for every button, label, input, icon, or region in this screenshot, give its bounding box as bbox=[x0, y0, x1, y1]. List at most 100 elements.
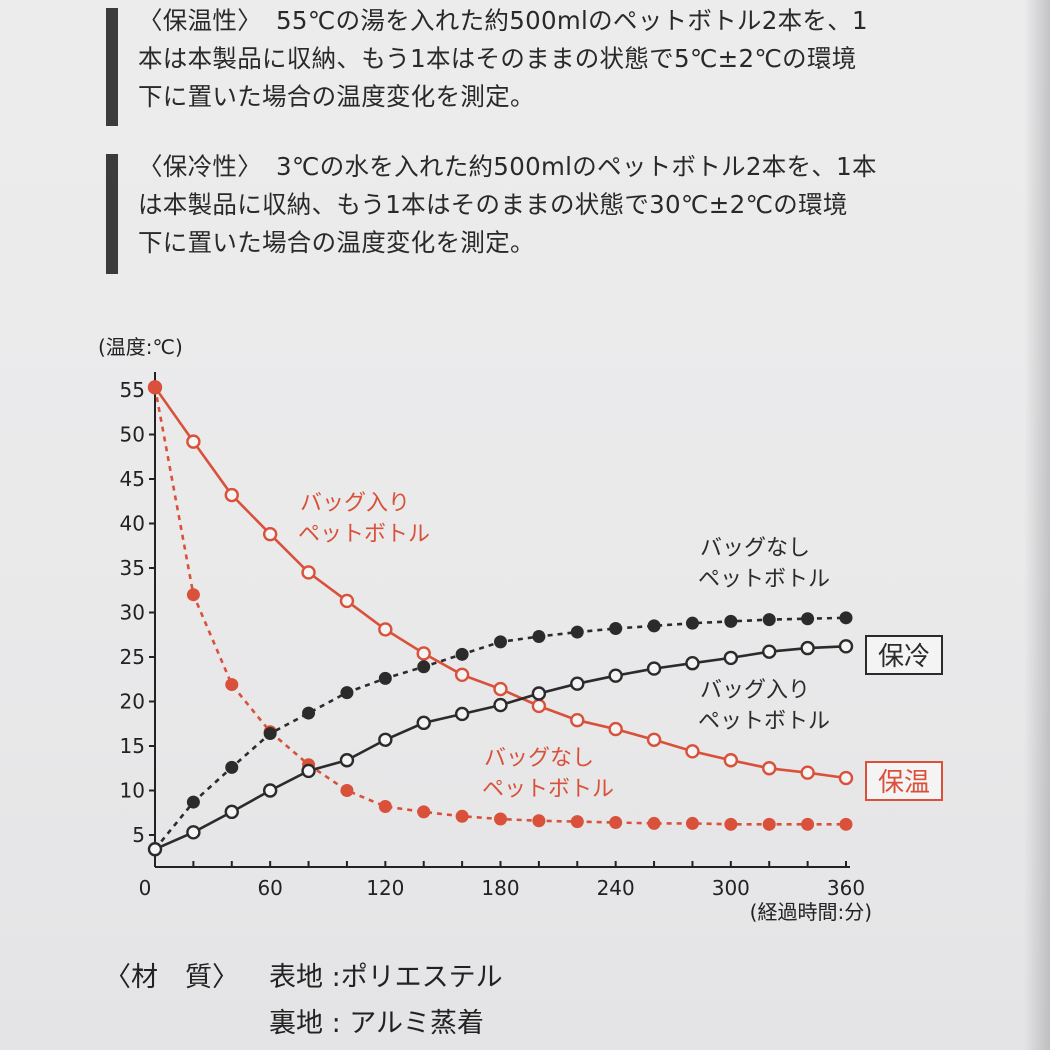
data-point bbox=[647, 816, 661, 830]
material-label: 〈材 質〉 bbox=[104, 962, 239, 993]
data-point bbox=[570, 712, 585, 728]
data-point bbox=[224, 487, 239, 503]
note-text: 〈保冷性〉 3℃の水を入れた約500mlのペットボトル2本を、1本 は本製品に収納… bbox=[138, 148, 877, 262]
data-point bbox=[147, 842, 163, 857]
y-tick-label: 45 bbox=[120, 467, 145, 491]
data-point bbox=[378, 622, 393, 637]
note-label: 〈保冷性〉 bbox=[138, 152, 262, 181]
series-annotation: ペットボトル bbox=[298, 522, 430, 547]
y-tick-label: 25 bbox=[120, 645, 145, 669]
x-tick-label: 240 bbox=[597, 876, 635, 900]
note-text: 〈保温性〉 55℃の湯を入れた約500mlのペットボトル2本を、1 本は本製品に収… bbox=[138, 2, 868, 116]
data-point bbox=[493, 681, 508, 697]
data-point bbox=[608, 721, 623, 737]
y-tick-label: 40 bbox=[120, 512, 145, 536]
data-point bbox=[646, 661, 662, 676]
data-point bbox=[801, 817, 815, 831]
data-point bbox=[340, 686, 354, 700]
data-point bbox=[262, 783, 278, 798]
data-point bbox=[186, 588, 200, 602]
data-point bbox=[263, 727, 277, 741]
data-point bbox=[378, 732, 393, 747]
y-tick-label: 35 bbox=[120, 556, 145, 580]
data-point bbox=[302, 706, 316, 720]
data-point bbox=[723, 753, 739, 768]
data-point bbox=[186, 825, 201, 840]
data-point bbox=[685, 656, 700, 671]
data-point bbox=[454, 667, 470, 682]
data-point bbox=[339, 753, 355, 768]
data-point bbox=[646, 732, 662, 747]
y-axis-title: (温度:℃) bbox=[98, 335, 183, 359]
data-point bbox=[724, 817, 738, 831]
data-point bbox=[762, 761, 777, 776]
data-point bbox=[494, 635, 507, 649]
series-annotation: ペットボトル bbox=[698, 709, 830, 734]
series-annotation: バッグなし bbox=[484, 746, 594, 771]
data-point bbox=[416, 646, 431, 661]
note-line: 下に置いた場合の温度変化を測定。 bbox=[138, 228, 535, 257]
data-point bbox=[340, 784, 354, 797]
data-point bbox=[724, 614, 738, 628]
y-tick-label: 50 bbox=[120, 423, 145, 447]
note-line: 本は本製品に収納、もう1本はそのままの状態で5℃±2℃の環境 bbox=[138, 44, 857, 73]
data-point bbox=[570, 625, 584, 639]
note-line-text: 3℃の水を入れた約500mlのペットボトル2本を、1本 bbox=[276, 152, 877, 181]
y-tick-label: 15 bbox=[120, 734, 145, 758]
page-edge-shadow bbox=[1024, 0, 1050, 1050]
data-point bbox=[531, 686, 547, 701]
group-label: 保冷 bbox=[878, 642, 930, 672]
data-point bbox=[224, 804, 239, 820]
data-point bbox=[762, 613, 776, 627]
data-point bbox=[225, 760, 239, 774]
group-label: 保温 bbox=[878, 768, 930, 798]
note-line: 下に置いた場合の温度変化を測定。 bbox=[138, 82, 535, 111]
data-point bbox=[838, 639, 854, 654]
data-point bbox=[148, 380, 162, 394]
data-point bbox=[532, 630, 546, 644]
x-tick-label: 180 bbox=[481, 876, 519, 900]
data-point bbox=[762, 817, 776, 831]
x-tick-label: 300 bbox=[712, 876, 750, 900]
data-point bbox=[800, 765, 815, 780]
series-annotation: バッグなし bbox=[700, 536, 810, 561]
x-tick-label: 60 bbox=[257, 876, 282, 900]
data-point bbox=[339, 593, 355, 609]
data-point bbox=[839, 611, 853, 625]
material-row-lining: 裏地 : アルミ蒸着 bbox=[269, 1008, 484, 1039]
data-point bbox=[570, 676, 585, 691]
x-tick-label: 120 bbox=[366, 876, 404, 900]
y-tick-label: 20 bbox=[120, 690, 145, 714]
data-point bbox=[839, 817, 853, 831]
data-point bbox=[800, 640, 815, 656]
y-tick-label: 5 bbox=[132, 823, 145, 847]
note-line: 〈保温性〉 55℃の湯を入れた約500mlのペットボトル2本を、1 bbox=[138, 2, 868, 40]
series-annotation: ペットボトル bbox=[698, 567, 830, 592]
note-line: 〈保冷性〉 3℃の水を入れた約500mlのペットボトル2本を、1本 bbox=[138, 148, 877, 186]
data-point bbox=[262, 526, 278, 542]
data-point bbox=[532, 814, 546, 828]
material-value: ポリエステル bbox=[340, 962, 503, 993]
data-point bbox=[647, 619, 661, 633]
data-point bbox=[455, 647, 469, 661]
x-tick-label: 360 bbox=[827, 876, 865, 900]
data-point bbox=[838, 770, 854, 786]
data-point bbox=[417, 660, 431, 674]
data-point bbox=[301, 565, 316, 580]
note-label: 〈保温性〉 bbox=[138, 6, 262, 35]
x-tick-label: 0 bbox=[139, 876, 152, 900]
note-line-text: 55℃の湯を入れた約500mlのペットボトル2本を、1 bbox=[276, 6, 868, 35]
data-point bbox=[378, 800, 392, 814]
group-label-box bbox=[865, 761, 943, 801]
data-point bbox=[531, 698, 547, 714]
material-name: 裏地 bbox=[269, 1008, 323, 1039]
data-point bbox=[762, 644, 777, 659]
data-point bbox=[225, 678, 239, 692]
data-point bbox=[723, 650, 739, 666]
data-point bbox=[454, 706, 470, 722]
x-axis-title: (経過時間:分) bbox=[750, 900, 872, 924]
data-point bbox=[416, 715, 431, 731]
data-point bbox=[685, 616, 699, 630]
